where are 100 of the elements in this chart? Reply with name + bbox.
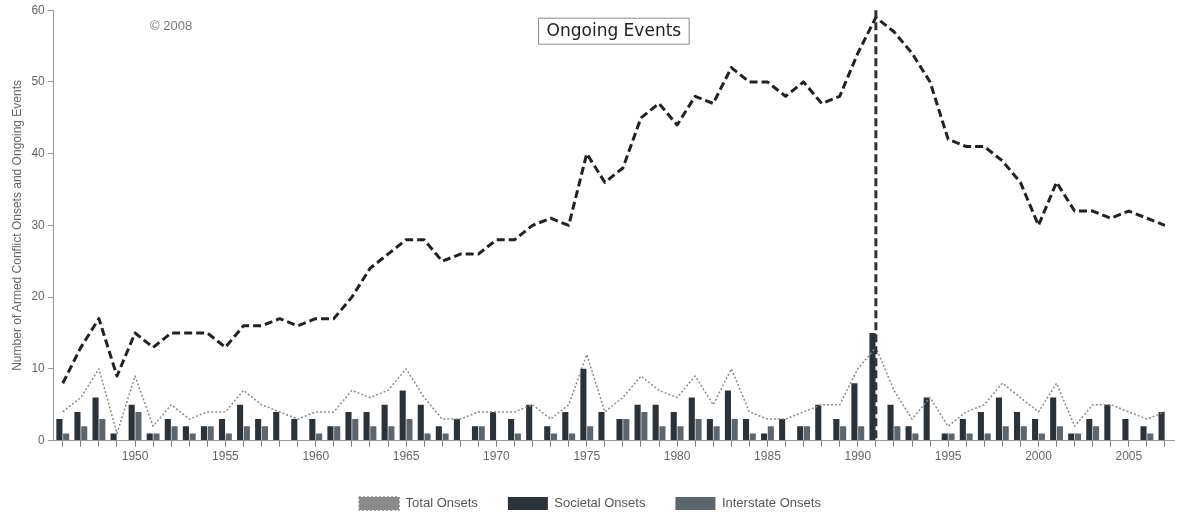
bar xyxy=(1056,426,1063,441)
bar xyxy=(767,426,774,441)
bar xyxy=(803,426,811,441)
bar xyxy=(887,404,894,441)
bar xyxy=(948,433,955,441)
bar xyxy=(659,426,666,441)
y-axis-title: Number of Armed Conflict Onsets and Ongoing Events xyxy=(9,79,24,371)
y-tick-label: 10 xyxy=(31,361,46,376)
bar xyxy=(580,368,587,441)
bar xyxy=(381,404,388,441)
bar xyxy=(327,426,334,441)
bar xyxy=(309,419,316,441)
bar xyxy=(713,426,720,441)
bar xyxy=(153,433,160,441)
bar xyxy=(670,411,677,441)
bar xyxy=(598,411,605,441)
x-tick-label: 1950 xyxy=(121,449,149,464)
bar xyxy=(562,411,569,441)
bar xyxy=(200,426,207,441)
bar xyxy=(146,433,153,441)
bar xyxy=(453,419,460,441)
bar xyxy=(334,426,341,441)
bar xyxy=(345,411,352,441)
bar xyxy=(724,390,731,441)
bar xyxy=(352,419,359,441)
y-tick-label: 20 xyxy=(31,289,46,304)
bar xyxy=(1050,397,1057,441)
bar xyxy=(489,411,497,441)
bar xyxy=(56,419,63,441)
bar xyxy=(544,426,551,441)
bar xyxy=(243,426,250,441)
bar xyxy=(370,426,377,441)
bar xyxy=(1020,426,1027,441)
bar xyxy=(417,404,424,441)
bar xyxy=(110,433,117,441)
x-tick-label: 1965 xyxy=(392,449,420,464)
bar xyxy=(623,419,630,441)
bar xyxy=(388,426,395,441)
bar xyxy=(1032,419,1039,441)
bar xyxy=(399,390,406,441)
bar xyxy=(255,419,262,441)
bar xyxy=(128,404,135,441)
bar xyxy=(74,411,81,441)
bar xyxy=(1122,419,1129,441)
bar xyxy=(92,397,99,441)
bar xyxy=(526,404,533,441)
bar xyxy=(695,419,702,441)
x-tick-label: 1985 xyxy=(754,449,782,464)
x-tick-label: 1980 xyxy=(663,449,691,464)
bar xyxy=(207,426,214,441)
bar xyxy=(905,426,912,441)
bar xyxy=(363,411,370,441)
bar xyxy=(273,411,280,441)
legend-label: Societal Onsets xyxy=(554,495,646,511)
x-tick-label: 1975 xyxy=(573,449,601,464)
x-tick-label: 2005 xyxy=(1115,449,1143,464)
annotation: © 2008 xyxy=(150,18,193,33)
bar xyxy=(424,433,431,441)
bar xyxy=(995,397,1003,441)
legend-label: Total Onsets xyxy=(405,495,479,511)
y-tick-label: 0 xyxy=(38,432,46,447)
x-tick-label: 1970 xyxy=(483,449,511,464)
bar xyxy=(81,426,88,441)
bar xyxy=(63,433,70,441)
bar xyxy=(237,404,244,441)
bar xyxy=(977,411,984,441)
bar xyxy=(797,426,804,441)
bar xyxy=(478,426,485,441)
bar xyxy=(1093,426,1100,441)
bar xyxy=(858,426,865,441)
bar xyxy=(225,433,232,441)
bar xyxy=(959,419,966,441)
bar xyxy=(749,433,756,441)
y-tick-label: 30 xyxy=(31,217,46,232)
bar xyxy=(189,433,196,441)
bar xyxy=(171,426,178,441)
bar xyxy=(99,419,106,441)
bar xyxy=(677,426,684,441)
x-tick-label: 2000 xyxy=(1025,449,1053,464)
bar xyxy=(508,419,515,441)
bar xyxy=(912,433,919,441)
text: Ongoing Events xyxy=(546,19,682,40)
bar xyxy=(761,433,768,441)
bar xyxy=(316,433,323,441)
x-tick-label: 1995 xyxy=(934,449,962,464)
bar xyxy=(1104,404,1111,441)
line-series xyxy=(62,346,1166,435)
bar xyxy=(742,419,750,441)
bar xyxy=(894,426,901,441)
y-tick-label: 40 xyxy=(31,145,46,160)
bar xyxy=(291,419,298,441)
bar xyxy=(984,433,991,441)
bar xyxy=(1013,411,1021,441)
bar xyxy=(941,433,948,441)
bar xyxy=(406,419,413,441)
line-series xyxy=(61,15,1167,385)
bar xyxy=(1038,433,1045,441)
bar xyxy=(587,426,594,441)
bar xyxy=(514,433,521,441)
bar xyxy=(634,404,641,441)
